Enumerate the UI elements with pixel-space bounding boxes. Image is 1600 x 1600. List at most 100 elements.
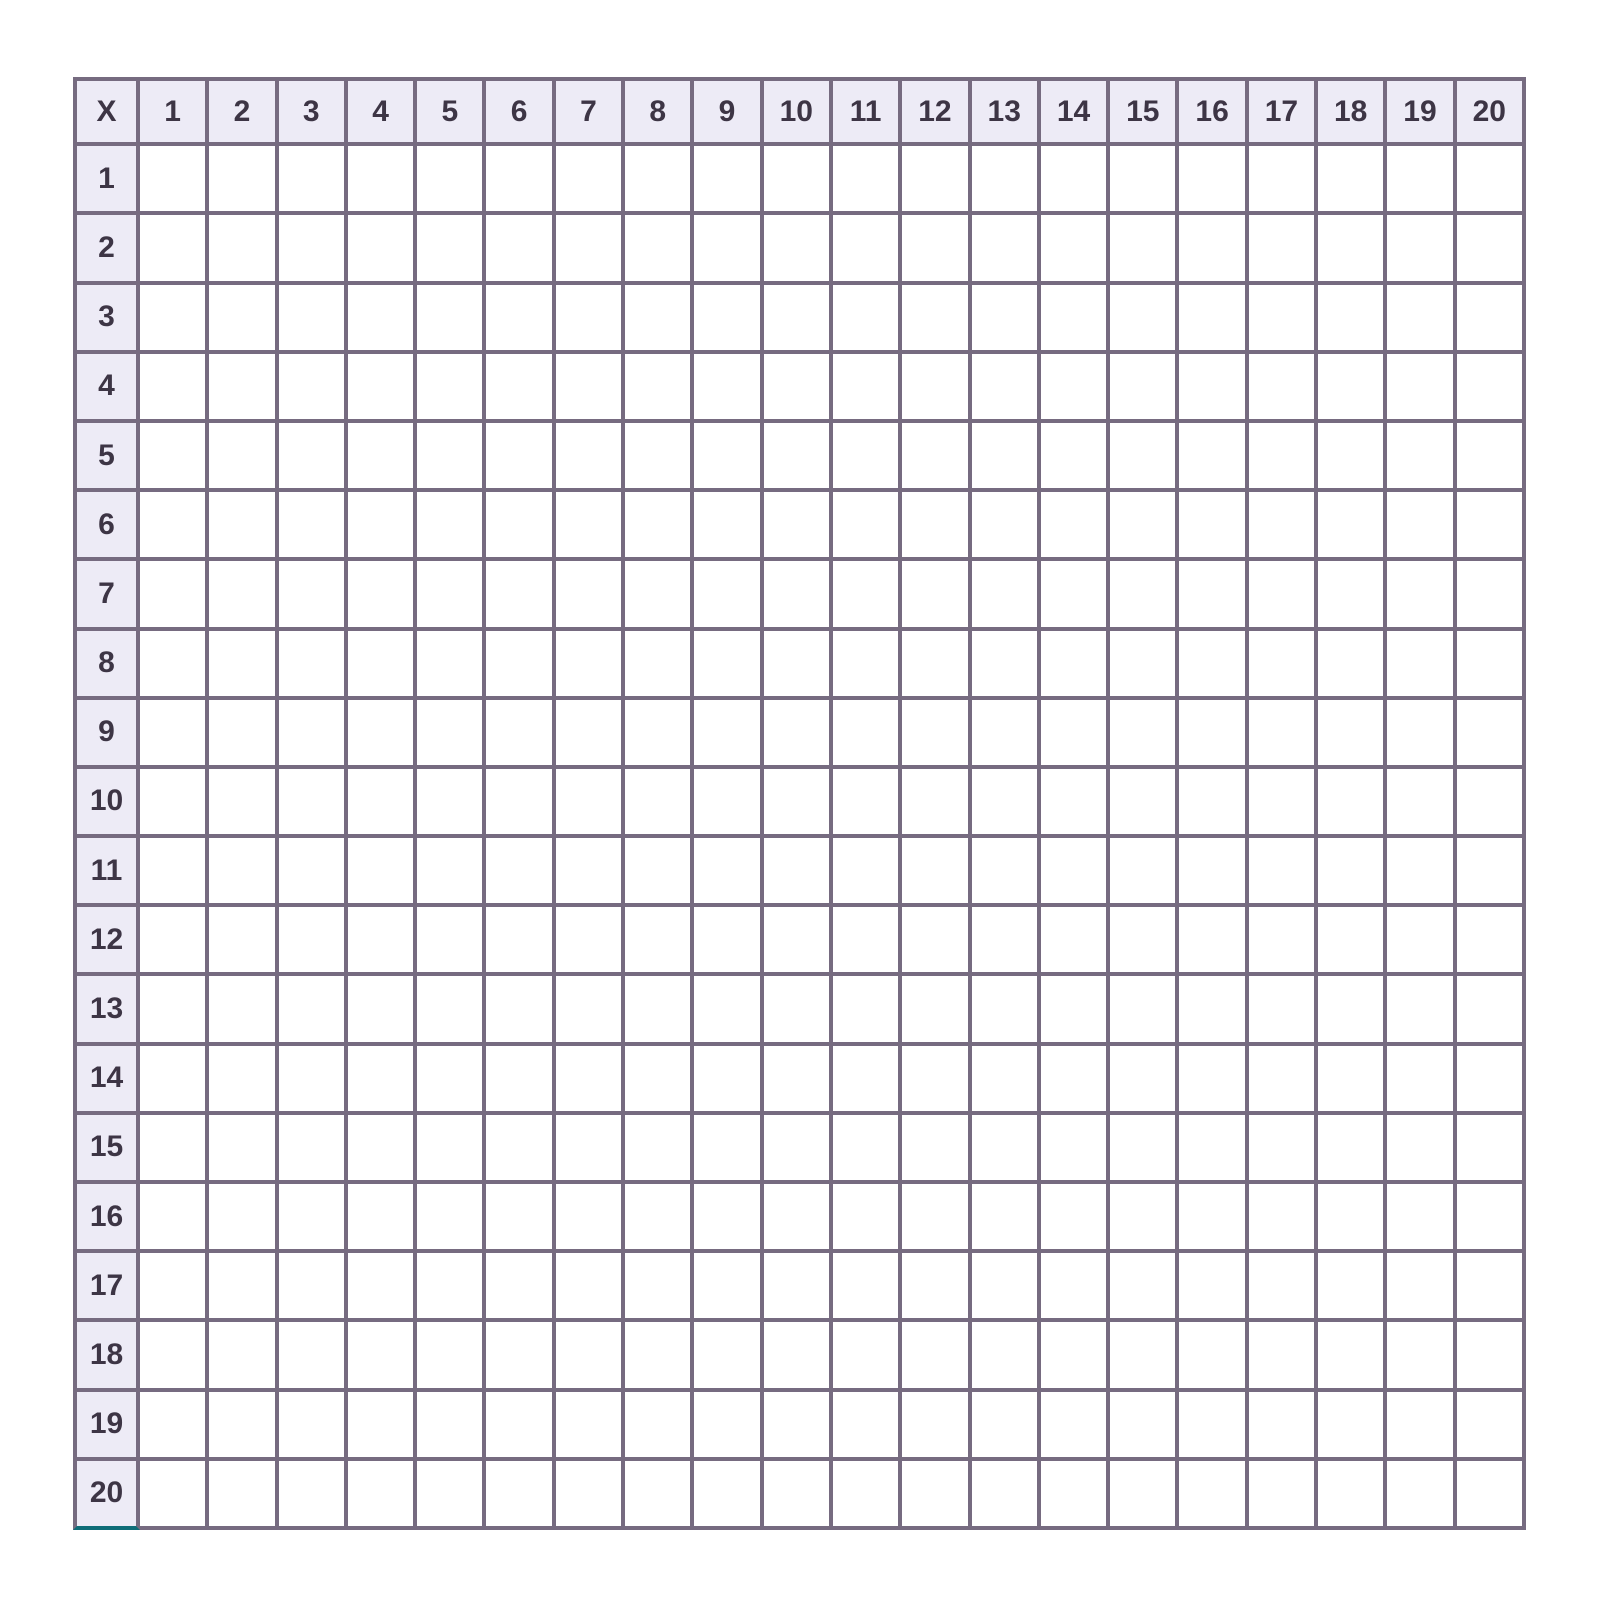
grid-cell-18x9[interactable]: [694, 1322, 764, 1392]
grid-cell-14x8[interactable]: [625, 1045, 695, 1115]
grid-cell-3x1[interactable]: [140, 284, 210, 354]
grid-cell-4x3[interactable]: [278, 353, 348, 423]
grid-cell-14x18[interactable]: [1318, 1045, 1388, 1115]
grid-cell-19x6[interactable]: [486, 1391, 556, 1461]
grid-cell-11x20[interactable]: [1456, 838, 1526, 908]
grid-cell-2x3[interactable]: [278, 215, 348, 285]
grid-cell-6x4[interactable]: [347, 492, 418, 562]
grid-cell-15x13[interactable]: [971, 1114, 1041, 1184]
grid-cell-19x11[interactable]: [832, 1391, 903, 1461]
grid-cell-7x2[interactable]: [209, 561, 279, 631]
grid-cell-2x17[interactable]: [1248, 215, 1319, 285]
grid-cell-9x13[interactable]: [971, 699, 1041, 769]
grid-cell-9x9[interactable]: [694, 699, 764, 769]
grid-cell-4x19[interactable]: [1387, 353, 1457, 423]
grid-cell-18x20[interactable]: [1456, 1322, 1526, 1392]
grid-cell-7x8[interactable]: [625, 561, 695, 631]
grid-cell-4x14[interactable]: [1040, 353, 1111, 423]
grid-cell-4x18[interactable]: [1318, 353, 1388, 423]
grid-cell-5x13[interactable]: [971, 422, 1041, 493]
grid-cell-10x2[interactable]: [209, 768, 279, 839]
grid-cell-18x19[interactable]: [1387, 1322, 1457, 1392]
grid-cell-15x5[interactable]: [417, 1114, 487, 1184]
grid-cell-20x5[interactable]: [417, 1460, 487, 1530]
grid-cell-16x9[interactable]: [694, 1184, 764, 1254]
grid-cell-13x16[interactable]: [1179, 976, 1249, 1046]
grid-cell-5x16[interactable]: [1179, 422, 1249, 493]
grid-cell-6x11[interactable]: [832, 492, 903, 562]
grid-cell-18x11[interactable]: [832, 1322, 903, 1392]
grid-cell-4x20[interactable]: [1456, 353, 1526, 423]
grid-cell-16x8[interactable]: [625, 1184, 695, 1254]
grid-cell-4x10[interactable]: [763, 353, 833, 423]
grid-cell-11x9[interactable]: [694, 838, 764, 908]
grid-cell-6x12[interactable]: [902, 492, 972, 562]
grid-cell-6x8[interactable]: [625, 492, 695, 562]
grid-cell-7x4[interactable]: [347, 561, 418, 631]
grid-cell-6x9[interactable]: [694, 492, 764, 562]
grid-cell-1x20[interactable]: [1456, 146, 1526, 216]
grid-cell-12x16[interactable]: [1179, 907, 1249, 977]
grid-cell-4x5[interactable]: [417, 353, 487, 423]
grid-cell-19x17[interactable]: [1248, 1391, 1319, 1461]
grid-cell-2x13[interactable]: [971, 215, 1041, 285]
grid-cell-19x19[interactable]: [1387, 1391, 1457, 1461]
grid-cell-13x13[interactable]: [971, 976, 1041, 1046]
grid-cell-20x10[interactable]: [763, 1460, 833, 1530]
grid-cell-10x3[interactable]: [278, 768, 348, 839]
grid-cell-15x8[interactable]: [625, 1114, 695, 1184]
grid-cell-7x19[interactable]: [1387, 561, 1457, 631]
grid-cell-6x10[interactable]: [763, 492, 833, 562]
grid-cell-15x3[interactable]: [278, 1114, 348, 1184]
grid-cell-5x11[interactable]: [832, 422, 903, 493]
grid-cell-1x14[interactable]: [1040, 146, 1111, 216]
grid-cell-1x11[interactable]: [832, 146, 903, 216]
grid-cell-9x3[interactable]: [278, 699, 348, 769]
grid-cell-14x12[interactable]: [902, 1045, 972, 1115]
grid-cell-1x18[interactable]: [1318, 146, 1388, 216]
grid-cell-14x11[interactable]: [832, 1045, 903, 1115]
grid-cell-17x14[interactable]: [1040, 1253, 1111, 1323]
grid-cell-12x1[interactable]: [140, 907, 210, 977]
grid-cell-4x8[interactable]: [625, 353, 695, 423]
grid-cell-3x16[interactable]: [1179, 284, 1249, 354]
grid-cell-13x10[interactable]: [763, 976, 833, 1046]
grid-cell-5x3[interactable]: [278, 422, 348, 493]
grid-cell-2x8[interactable]: [625, 215, 695, 285]
grid-cell-18x12[interactable]: [902, 1322, 972, 1392]
grid-cell-9x7[interactable]: [555, 699, 626, 769]
grid-cell-8x16[interactable]: [1179, 630, 1249, 700]
grid-cell-19x15[interactable]: [1110, 1391, 1180, 1461]
grid-cell-12x12[interactable]: [902, 907, 972, 977]
grid-cell-9x4[interactable]: [347, 699, 418, 769]
grid-cell-16x11[interactable]: [832, 1184, 903, 1254]
grid-cell-13x8[interactable]: [625, 976, 695, 1046]
grid-cell-13x5[interactable]: [417, 976, 487, 1046]
grid-cell-14x3[interactable]: [278, 1045, 348, 1115]
grid-cell-20x6[interactable]: [486, 1460, 556, 1530]
grid-cell-17x18[interactable]: [1318, 1253, 1388, 1323]
grid-cell-12x10[interactable]: [763, 907, 833, 977]
grid-cell-19x18[interactable]: [1318, 1391, 1388, 1461]
grid-cell-8x1[interactable]: [140, 630, 210, 700]
grid-cell-16x6[interactable]: [486, 1184, 556, 1254]
grid-cell-2x10[interactable]: [763, 215, 833, 285]
grid-cell-14x17[interactable]: [1248, 1045, 1319, 1115]
grid-cell-18x1[interactable]: [140, 1322, 210, 1392]
grid-cell-4x7[interactable]: [555, 353, 626, 423]
grid-cell-3x4[interactable]: [347, 284, 418, 354]
grid-cell-12x2[interactable]: [209, 907, 279, 977]
grid-cell-12x11[interactable]: [832, 907, 903, 977]
grid-cell-1x4[interactable]: [347, 146, 418, 216]
grid-cell-1x5[interactable]: [417, 146, 487, 216]
grid-cell-8x14[interactable]: [1040, 630, 1111, 700]
grid-cell-2x14[interactable]: [1040, 215, 1111, 285]
grid-cell-12x15[interactable]: [1110, 907, 1180, 977]
grid-cell-18x3[interactable]: [278, 1322, 348, 1392]
grid-cell-14x4[interactable]: [347, 1045, 418, 1115]
grid-cell-9x1[interactable]: [140, 699, 210, 769]
grid-cell-1x16[interactable]: [1179, 146, 1249, 216]
grid-cell-10x12[interactable]: [902, 768, 972, 839]
grid-cell-13x3[interactable]: [278, 976, 348, 1046]
grid-cell-2x6[interactable]: [486, 215, 556, 285]
